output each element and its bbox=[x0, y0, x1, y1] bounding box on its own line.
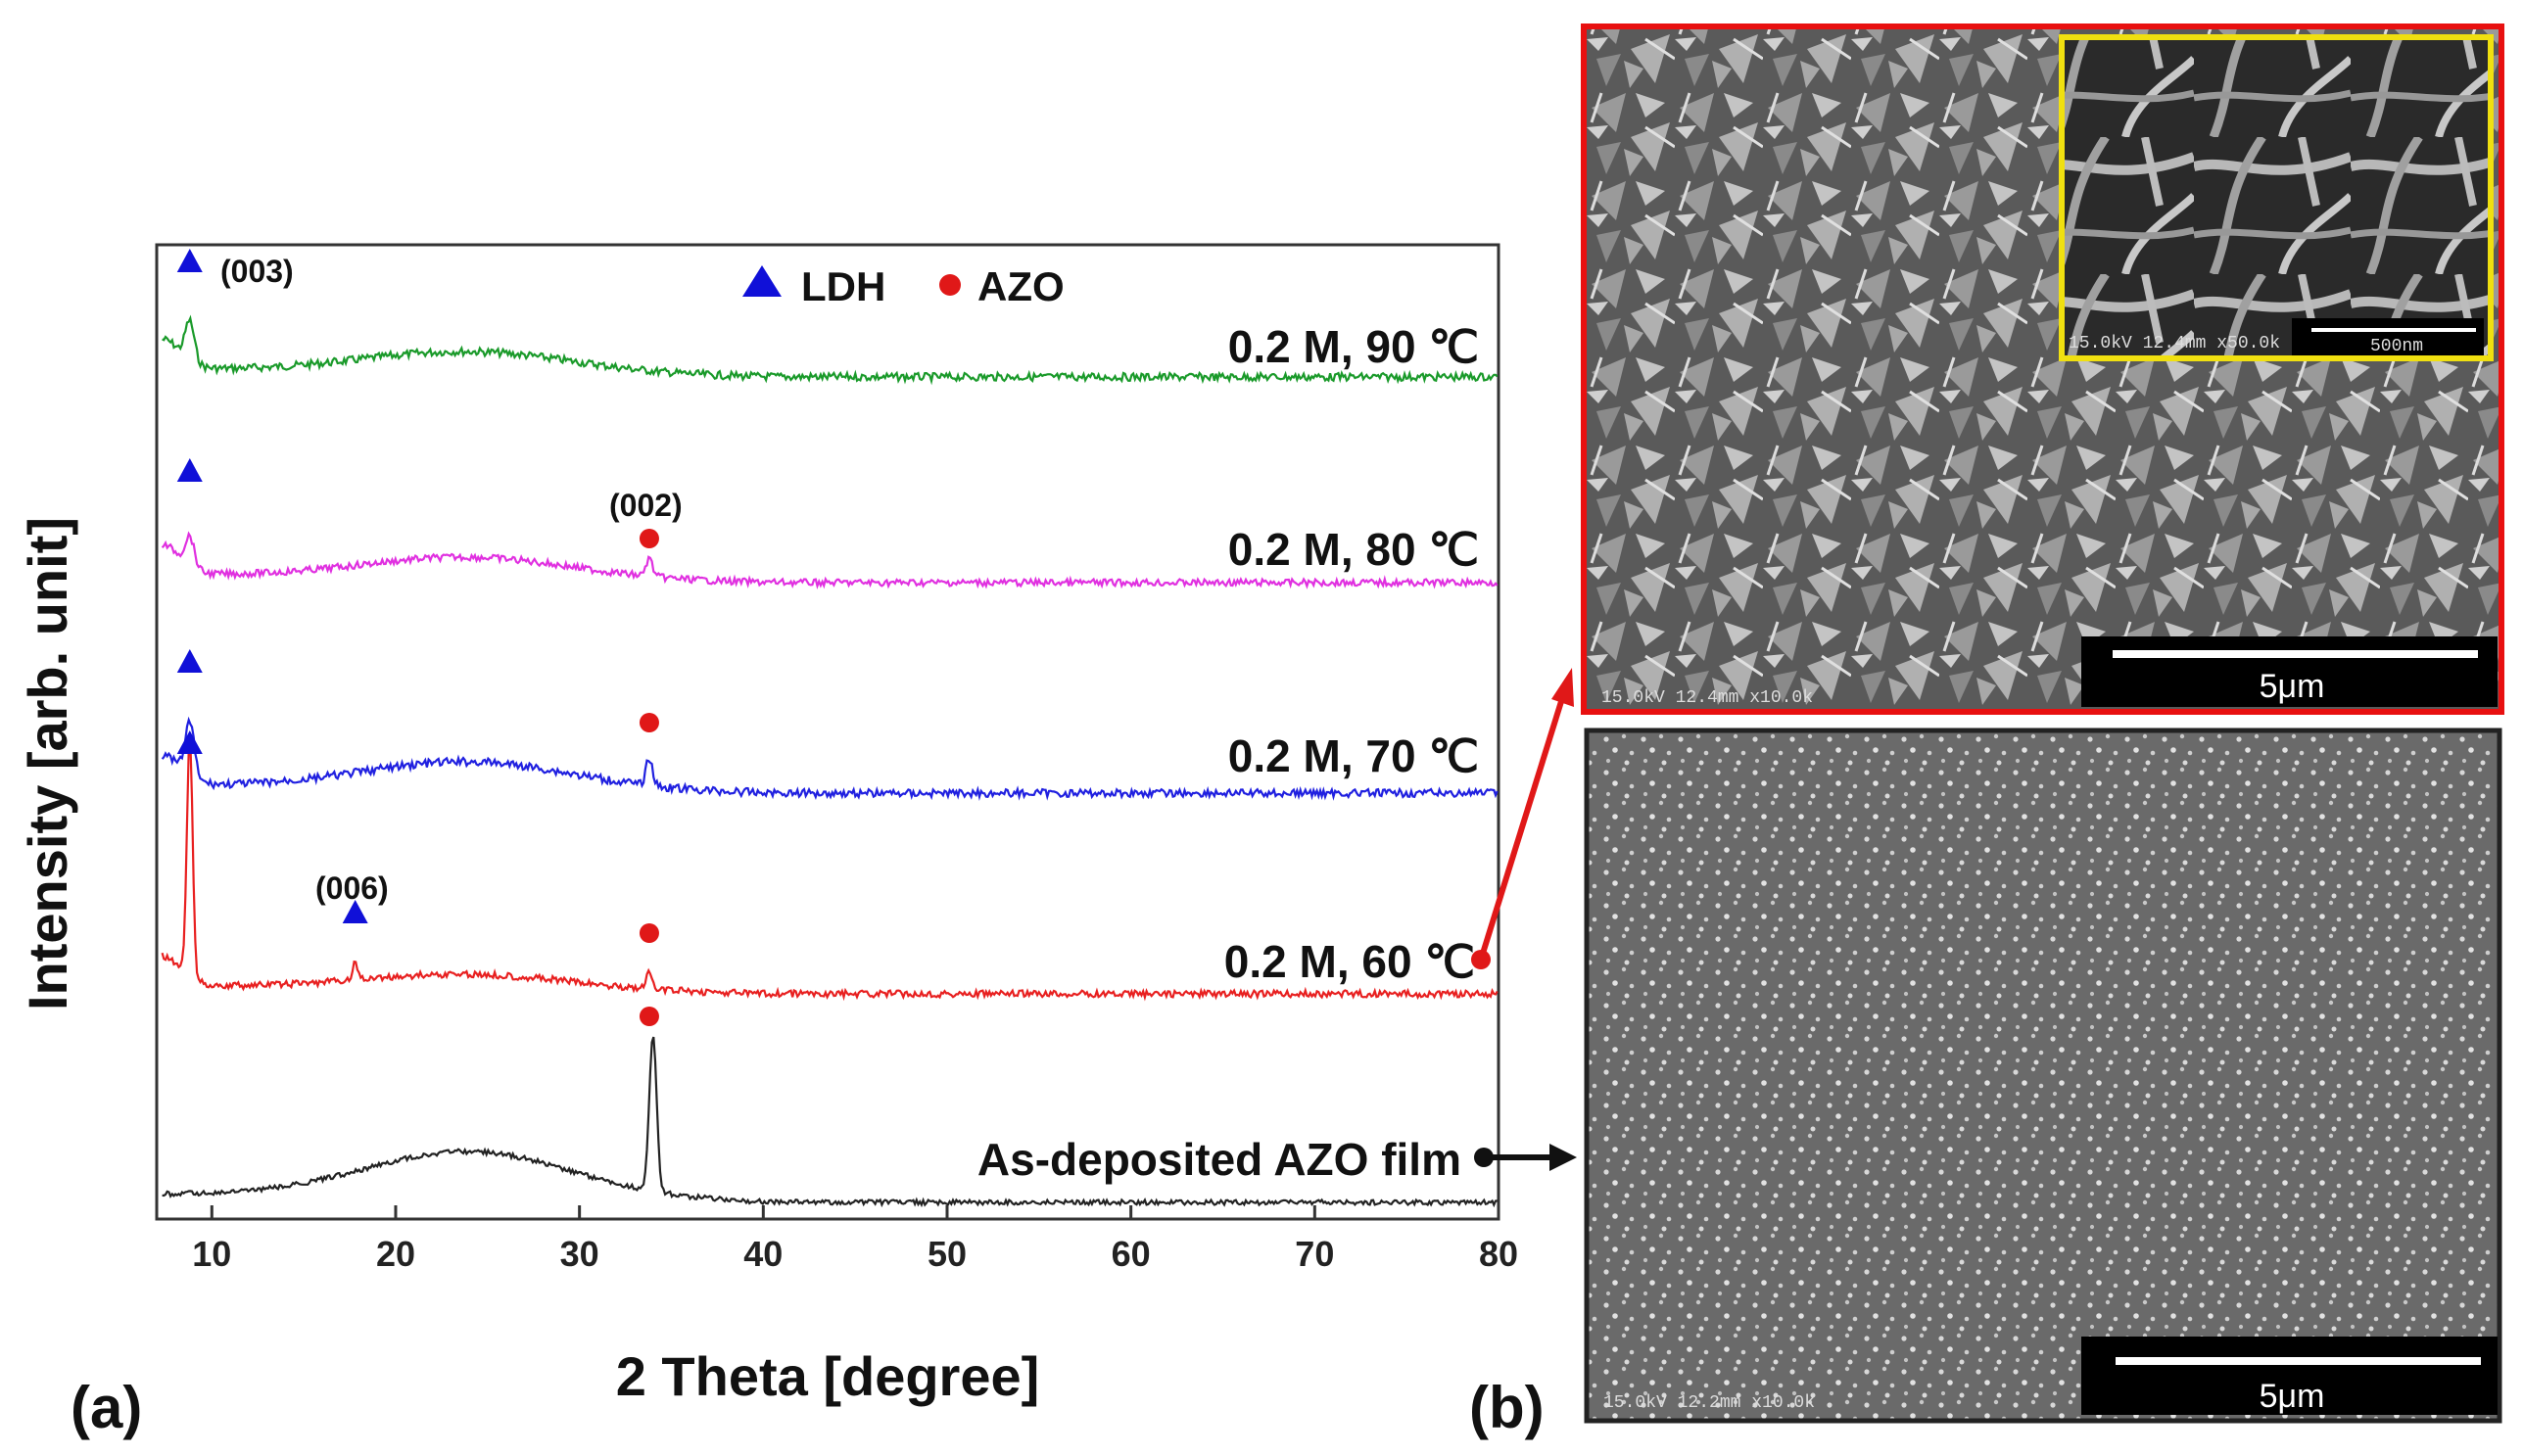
azo-peak-marker bbox=[639, 529, 659, 548]
sem-top-frame bbox=[1581, 23, 2504, 715]
peak-label-006: (006) bbox=[315, 870, 389, 906]
ldh-peak-marker bbox=[176, 649, 203, 673]
x-tick-label: 80 bbox=[1479, 1234, 1518, 1274]
series-label-80c: 0.2 M, 80 ℃ bbox=[1228, 524, 1479, 575]
series-line bbox=[162, 314, 1499, 386]
peak-label-002: (002) bbox=[609, 488, 683, 523]
series-label-60c: 0.2 M, 60 ℃ bbox=[1224, 936, 1475, 987]
legend-ldh-label: LDH bbox=[801, 263, 885, 309]
series-line bbox=[161, 738, 1499, 1002]
sem-inset-scale: 500nm bbox=[2370, 337, 2423, 356]
legend-ldh-marker bbox=[742, 265, 782, 297]
sem-inset-meta: 15.0kV 12.4mm x50.0k bbox=[2069, 334, 2280, 353]
legend-azo-label: AZO bbox=[977, 263, 1065, 309]
peak-label-003: (003) bbox=[220, 254, 294, 289]
ldh-peak-marker bbox=[176, 730, 203, 754]
connector-60c-to-sem bbox=[1471, 668, 1574, 969]
x-ticks: 10 20 30 40 50 60 70 80 bbox=[192, 1205, 1518, 1274]
azo-peak-marker bbox=[639, 923, 659, 943]
ldh-peak-marker bbox=[342, 900, 368, 923]
x-tick-label: 20 bbox=[376, 1234, 415, 1274]
panel-label-b: (b) bbox=[1469, 1375, 1545, 1440]
ldh-peak-marker bbox=[176, 458, 203, 482]
marker-layer bbox=[176, 249, 659, 1026]
plot-frame bbox=[155, 243, 1500, 1221]
sem-image-bottom: 5μm 15.0kV 12.2mm x10.0k bbox=[1584, 728, 2502, 1424]
series-line bbox=[162, 1036, 1498, 1208]
series-line bbox=[161, 716, 1499, 802]
y-axis-title: Intensity [arb. unit] bbox=[17, 517, 78, 1010]
sem-bottom-scale-label: 5μm bbox=[2260, 1378, 2325, 1415]
legend-azo-marker bbox=[939, 274, 961, 296]
sem-inset: 500nm 15.0kV 12.4mm x50.0k bbox=[2059, 34, 2494, 361]
sem-top-scale-label: 5μm bbox=[2260, 668, 2325, 705]
azo-peak-marker bbox=[639, 1007, 659, 1026]
series-label-90c: 0.2 M, 90 ℃ bbox=[1228, 321, 1479, 372]
sem-bottom-meta: 15.0kV 12.2mm x10.0k bbox=[1603, 1393, 1815, 1413]
x-tick-label: 40 bbox=[743, 1234, 783, 1274]
x-tick-label: 30 bbox=[560, 1234, 599, 1274]
series-label-70c: 0.2 M, 70 ℃ bbox=[1228, 730, 1479, 781]
connector-as-deposited-to-sem bbox=[1474, 1144, 1577, 1171]
ldh-peak-marker bbox=[176, 249, 203, 272]
series-layer bbox=[161, 314, 1499, 1208]
x-axis-title: 2 Theta [degree] bbox=[616, 1345, 1040, 1407]
series-line bbox=[161, 531, 1499, 589]
sem-image-top: 500nm 15.0kV 12.4mm x50.0k 5μm 15.0kV 12… bbox=[1581, 23, 2504, 715]
x-tick-label: 50 bbox=[928, 1234, 967, 1274]
x-tick-label: 10 bbox=[192, 1234, 231, 1274]
x-tick-label: 70 bbox=[1295, 1234, 1334, 1274]
series-label-as-deposited: As-deposited AZO film bbox=[977, 1134, 1461, 1185]
sem-top-meta: 15.0kV 12.4mm x10.0k bbox=[1601, 688, 1813, 708]
panel-label-a: (a) bbox=[71, 1375, 142, 1440]
azo-peak-marker bbox=[639, 713, 659, 732]
x-tick-label: 60 bbox=[1112, 1234, 1151, 1274]
